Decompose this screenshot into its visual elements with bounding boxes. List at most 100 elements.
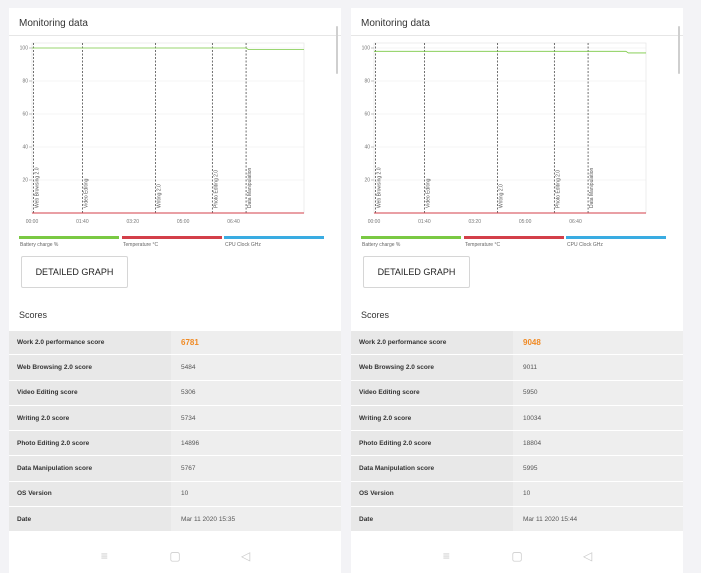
score-value: 5767 bbox=[171, 456, 341, 481]
score-value: 6781 bbox=[171, 331, 341, 355]
score-value: 5734 bbox=[171, 405, 341, 431]
plot-area bbox=[373, 42, 647, 214]
score-row: Web Browsing 2.0 score 5484 bbox=[9, 355, 341, 381]
score-row: Photo Editing 2.0 score 14896 bbox=[9, 431, 341, 457]
score-row: Work 2.0 performance score 6781 bbox=[9, 330, 341, 356]
score-value: 14896 bbox=[171, 431, 341, 456]
score-label: Work 2.0 performance score bbox=[351, 331, 513, 355]
legend-swatch bbox=[224, 236, 324, 239]
score-row: Date Mar 11 2020 15:44 bbox=[351, 507, 683, 533]
scores-table: Work 2.0 performance score 9048 Web Browsi… bbox=[351, 330, 683, 533]
score-label: Web Browsing 2.0 score bbox=[9, 355, 171, 380]
phase-marker-label: Writing 2.0 bbox=[156, 184, 162, 208]
phase-marker-label: Video Editing bbox=[425, 178, 431, 208]
plot-area bbox=[31, 42, 305, 214]
phase-marker-label: Web Browsing 2.0 bbox=[35, 167, 41, 208]
series-line bbox=[374, 50, 646, 54]
score-label: Date bbox=[9, 507, 171, 532]
legend-label: Temperature °C bbox=[123, 242, 158, 248]
left-panel: Monitoring data 100 80 60 40 20 00:00 01:40 03:… bbox=[9, 8, 341, 573]
legend-swatch bbox=[122, 236, 222, 239]
score-row: Date Mar 11 2020 15:35 bbox=[9, 507, 341, 533]
score-row: Work 2.0 performance score 9048 bbox=[351, 330, 683, 356]
score-row: Writing 2.0 score 10034 bbox=[351, 405, 683, 432]
triangle-back-icon[interactable]: ◁ bbox=[583, 548, 593, 563]
score-value: 18804 bbox=[513, 431, 683, 456]
score-label: Work 2.0 performance score bbox=[9, 331, 171, 355]
score-value: 5950 bbox=[513, 380, 683, 405]
right-panel: Monitoring data 100 80 60 40 20 00:00 01:40 03:… bbox=[351, 8, 683, 573]
score-row: Web Browsing 2.0 score 9011 bbox=[351, 355, 683, 381]
y-tick-label: 80 bbox=[22, 79, 28, 85]
y-tick-label: 60 bbox=[364, 112, 370, 118]
detailed-graph-button[interactable]: DETAILED GRAPH bbox=[21, 256, 128, 288]
score-value: 10 bbox=[513, 481, 683, 507]
score-label: Date bbox=[351, 507, 513, 532]
score-value: 5484 bbox=[171, 355, 341, 380]
y-tick-label: 100 bbox=[20, 46, 29, 52]
score-value: 9048 bbox=[513, 331, 683, 355]
menu-lines-icon[interactable]: ≡ bbox=[100, 548, 108, 563]
android-navbar: ≡ ▢ ◁ bbox=[351, 538, 683, 573]
x-tick-label: 00:00 bbox=[26, 219, 39, 225]
score-value: Mar 11 2020 15:35 bbox=[171, 507, 341, 532]
score-label: OS Version bbox=[351, 481, 513, 507]
score-value: 5306 bbox=[171, 380, 341, 405]
square-home-icon[interactable]: ▢ bbox=[511, 548, 523, 563]
scores-title: Scores bbox=[19, 310, 48, 320]
score-value: 5995 bbox=[513, 456, 683, 481]
legend-label: Battery charge % bbox=[362, 242, 401, 248]
legend-label: CPU Clock GHz bbox=[225, 242, 261, 248]
square-home-icon[interactable]: ▢ bbox=[169, 548, 181, 563]
score-label: Writing 2.0 score bbox=[351, 405, 513, 431]
x-tick-label: 01:40 bbox=[418, 219, 431, 225]
phase-marker-label: Writing 2.0 bbox=[498, 184, 504, 208]
y-tick-label: 80 bbox=[364, 79, 370, 85]
x-tick-label: 05:00 bbox=[177, 219, 190, 225]
score-value: 9011 bbox=[513, 355, 683, 380]
legend-swatch bbox=[19, 236, 119, 239]
score-row: Photo Editing 2.0 score 18804 bbox=[351, 431, 683, 457]
score-row: Video Editing score 5950 bbox=[351, 380, 683, 406]
scrollbar[interactable] bbox=[336, 26, 338, 74]
score-label: Data Manipulation score bbox=[351, 456, 513, 481]
x-tick-label: 00:00 bbox=[368, 219, 381, 225]
score-row: Data Manipulation score 5995 bbox=[351, 456, 683, 482]
phase-marker-label: Video Editing bbox=[83, 178, 89, 208]
y-tick-label: 60 bbox=[22, 112, 28, 118]
monitoring-header: Monitoring data bbox=[351, 8, 683, 36]
y-tick-label: 100 bbox=[362, 46, 371, 52]
menu-lines-icon[interactable]: ≡ bbox=[442, 548, 450, 563]
x-tick-label: 03:20 bbox=[468, 219, 481, 225]
x-tick-label: 05:00 bbox=[519, 219, 532, 225]
y-tick-label: 40 bbox=[364, 145, 370, 151]
phase-marker-label: Data Manipulation bbox=[247, 167, 253, 208]
scrollbar[interactable] bbox=[678, 26, 680, 74]
score-label: Photo Editing 2.0 score bbox=[9, 431, 171, 456]
score-label: Data Manipulation score bbox=[9, 456, 171, 481]
y-tick-label: 40 bbox=[22, 145, 28, 151]
score-value: 10 bbox=[171, 481, 341, 507]
monitoring-chart: 100 80 60 40 20 00:00 01:40 03:20 05:00 06:40 Web … bbox=[9, 38, 341, 253]
score-row: Data Manipulation score 5767 bbox=[9, 456, 341, 482]
monitoring-chart: 100 80 60 40 20 00:00 01:40 03:20 05:00 06:40 Web … bbox=[351, 38, 683, 253]
scores-table: Work 2.0 performance score 6781 Web Browsi… bbox=[9, 330, 341, 533]
legend-swatch bbox=[464, 236, 564, 239]
triangle-back-icon[interactable]: ◁ bbox=[241, 548, 251, 563]
score-label: Writing 2.0 score bbox=[9, 405, 171, 431]
legend-label: Temperature °C bbox=[465, 242, 500, 248]
score-label: Web Browsing 2.0 score bbox=[351, 355, 513, 380]
score-label: Photo Editing 2.0 score bbox=[351, 431, 513, 456]
phase-marker-label: Photo Editing 2.0 bbox=[555, 170, 561, 208]
x-tick-label: 03:20 bbox=[126, 219, 139, 225]
chart-svg: 100 80 60 40 20 00:00 01:40 03:20 05:00 06:40 Web … bbox=[361, 42, 666, 248]
score-value: Mar 11 2020 15:44 bbox=[513, 507, 683, 532]
score-row: Writing 2.0 score 5734 bbox=[9, 405, 341, 432]
legend-swatch bbox=[566, 236, 666, 239]
phase-marker-label: Photo Editing 2.0 bbox=[213, 170, 219, 208]
android-navbar: ≡ ▢ ◁ bbox=[9, 538, 341, 573]
y-tick-label: 20 bbox=[364, 178, 370, 184]
x-tick-label: 06:40 bbox=[569, 219, 582, 225]
detailed-graph-button[interactable]: DETAILED GRAPH bbox=[363, 256, 470, 288]
legend-label: Battery charge % bbox=[20, 242, 59, 248]
